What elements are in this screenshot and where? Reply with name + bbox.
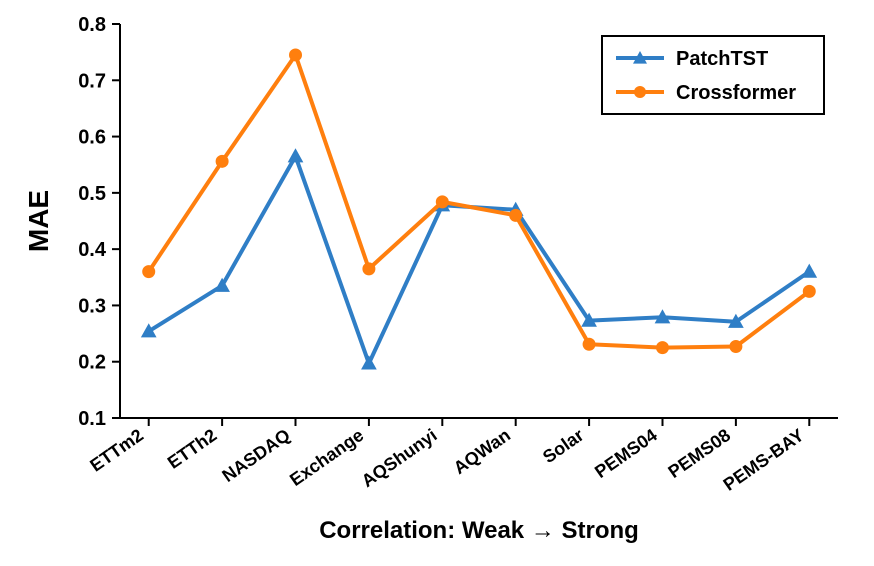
- series-marker: [363, 263, 375, 275]
- legend-label: Crossformer: [676, 82, 796, 104]
- legend-swatch-marker: [634, 86, 646, 98]
- y-tick-label: 0.3: [78, 295, 106, 317]
- y-tick-label: 0.7: [78, 70, 106, 92]
- x-axis-title: Correlation: Weak → Strong: [319, 517, 639, 544]
- series-marker: [803, 285, 815, 297]
- legend-label: PatchTST: [676, 48, 768, 70]
- y-tick-label: 0.4: [78, 239, 107, 261]
- y-axis-title: MAE: [23, 190, 54, 252]
- mae-line-chart: 0.1 0.2 0.3 0.4 0.5 0.6 0.7 0.8 MAE ETTm2 ETTh2NAS…: [0, 0, 874, 566]
- x-tick-label: PEMS04: [591, 425, 661, 482]
- x-tick-label: ETTh2: [164, 425, 221, 473]
- series-marker: [362, 356, 376, 369]
- chart-canvas: 0.1 0.2 0.3 0.4 0.5 0.6 0.7 0.8 MAE ETTm2 ETTh2NAS…: [0, 0, 874, 566]
- y-tick-label: 0.1: [78, 408, 106, 430]
- series-marker: [289, 149, 303, 162]
- series-marker: [730, 341, 742, 353]
- x-tick-label: Solar: [539, 425, 587, 467]
- x-tick-label: AQWan: [450, 425, 514, 478]
- y-tick-label: 0.2: [78, 352, 106, 374]
- series-marker: [436, 196, 448, 208]
- x-tick-label: NASDAQ: [218, 425, 293, 486]
- x-tick-label: AQShunyi: [358, 425, 441, 491]
- x-tick-label: PEMS-BAY: [720, 425, 808, 495]
- y-tick-label: 0.5: [78, 183, 106, 205]
- series-marker: [216, 155, 228, 167]
- series-marker: [656, 342, 668, 354]
- series-marker: [510, 209, 522, 221]
- series-marker: [143, 266, 155, 278]
- series-marker: [290, 49, 302, 61]
- y-tick-label: 0.6: [78, 127, 106, 149]
- y-tick-label: 0.8: [78, 14, 106, 36]
- x-tick-label: Exchange: [286, 425, 367, 490]
- series-marker: [583, 338, 595, 350]
- x-tick-label: PEMS08: [665, 425, 735, 482]
- x-tick-label: ETTm2: [86, 425, 147, 476]
- series-line-0: [149, 156, 810, 363]
- series-marker: [802, 265, 816, 278]
